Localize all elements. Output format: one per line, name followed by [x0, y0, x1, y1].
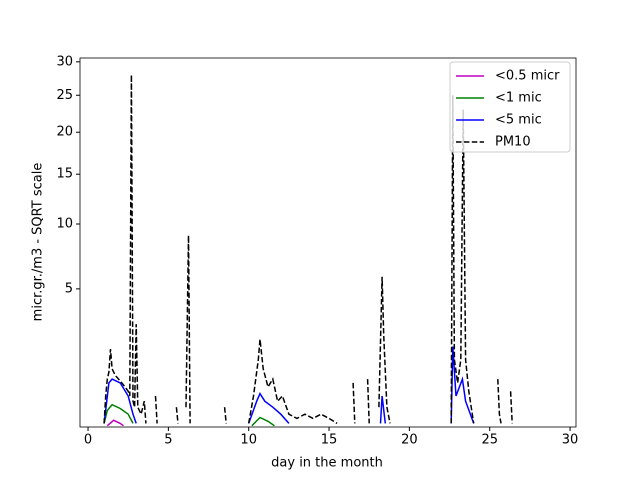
x-tick-label: 5 [164, 433, 172, 448]
legend-label: <0.5 micr [495, 69, 560, 84]
legend-label: PM10 [495, 135, 531, 150]
legend-box [449, 61, 571, 153]
x-tick-label: 10 [240, 433, 257, 448]
legend-label: <5 mic [495, 113, 542, 128]
y-tick-label: 15 [56, 167, 73, 182]
y-tick-label: 20 [56, 125, 73, 140]
y-tick-label: 25 [56, 88, 73, 103]
legend-label: <1 mic [495, 91, 542, 106]
x-tick-label: 25 [481, 433, 498, 448]
y-tick-label: 30 [56, 54, 73, 69]
y-axis-label: micr.gr./m3 - SQRT scale [31, 163, 46, 322]
axes-frame [79, 57, 577, 428]
x-tick-label: 0 [84, 433, 92, 448]
y-tick-label: 10 [56, 216, 73, 231]
x-axis-label: day in the month [271, 456, 383, 471]
series-line [103, 346, 475, 424]
x-tick-label: 15 [321, 433, 338, 448]
series-line [103, 403, 275, 427]
y-tick-label: 5 [65, 281, 73, 296]
x-tick-label: 30 [562, 433, 579, 448]
series-line [106, 419, 124, 427]
x-tick-label: 20 [401, 433, 418, 448]
plot-area [103, 74, 513, 427]
series-line [103, 74, 513, 425]
